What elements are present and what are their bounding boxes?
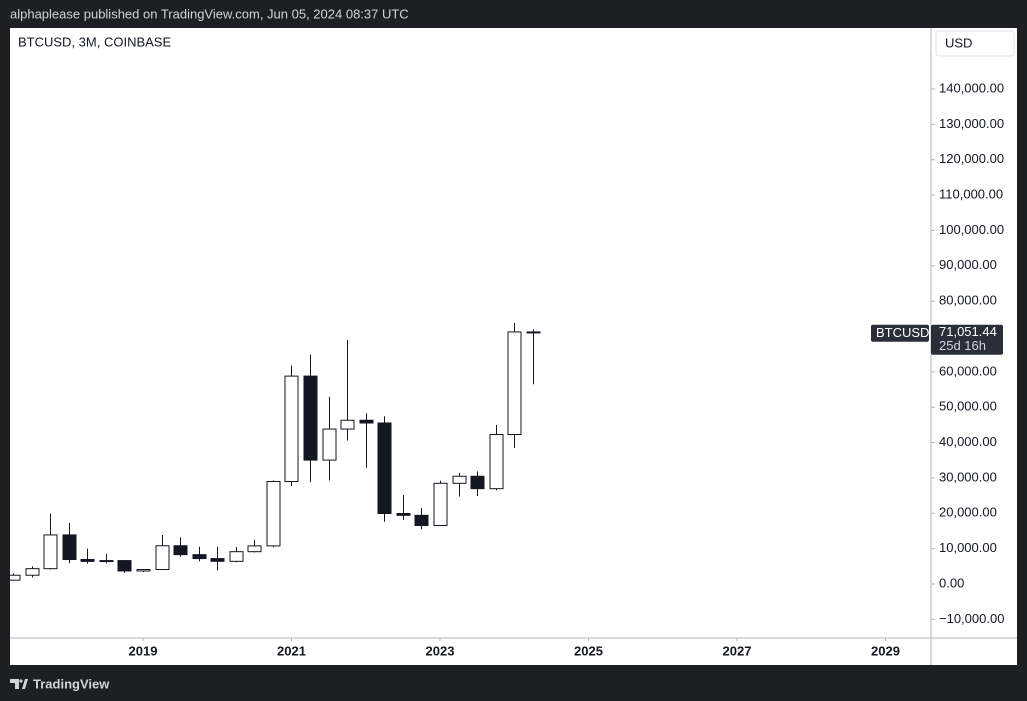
price-tag-countdown: 25d 16h: [939, 338, 986, 353]
currency-label: USD: [945, 35, 972, 50]
x-tick-label: 2021: [277, 643, 306, 658]
candle-body: [396, 512, 411, 516]
candle-body: [155, 545, 170, 571]
x-tick-label: 2027: [723, 643, 752, 658]
candle-body: [322, 428, 337, 461]
y-tick-label: 80,000.00: [939, 293, 997, 308]
candle-body: [117, 560, 132, 572]
candle-body: [62, 534, 77, 560]
candle-body: [10, 574, 21, 581]
x-tick-label: 2023: [426, 643, 455, 658]
y-tick-label: 110,000.00: [939, 187, 1003, 202]
candle-body: [284, 375, 299, 482]
candle-body: [229, 551, 244, 562]
y-tick-label: 20,000.00: [939, 505, 997, 520]
x-tick-label: 2019: [129, 643, 158, 658]
y-tick-label: 100,000.00: [939, 222, 1004, 237]
y-tick-label: 40,000.00: [939, 434, 997, 449]
y-tick-label: 10,000.00: [939, 540, 997, 555]
candle-body: [43, 534, 58, 570]
candle-body: [359, 419, 374, 424]
chart-title: BTCUSD, 3M, COINBASE: [18, 34, 171, 49]
footer-brand: TradingView: [33, 676, 110, 691]
symbol-tag: [871, 324, 929, 342]
candle-body: [25, 568, 40, 576]
price-tag-value: 71,051.44: [939, 324, 997, 339]
y-tick-label: 0.00: [939, 575, 964, 590]
candle-body: [414, 514, 429, 526]
x-tick-label: 2029: [871, 643, 900, 658]
candle-body: [489, 434, 504, 490]
candle-body: [80, 558, 95, 562]
candle-body: [136, 569, 151, 572]
header-text: alphaplease published on TradingView.com…: [10, 6, 409, 21]
y-tick-label: 60,000.00: [939, 363, 997, 378]
candle-body: [192, 554, 207, 560]
candle-body: [507, 331, 522, 436]
candle-body: [340, 419, 355, 430]
y-tick-label: 30,000.00: [939, 469, 997, 484]
y-tick-label: 50,000.00: [939, 399, 997, 414]
candle-body: [99, 560, 114, 563]
symbol-tag-label: BTCUSD: [876, 325, 929, 340]
candle-body: [266, 480, 281, 547]
candle-body: [452, 475, 467, 484]
y-tick-label: 120,000.00: [939, 151, 1004, 166]
price-tag: [931, 324, 1003, 355]
candle-body: [303, 375, 318, 461]
candle-body: [173, 545, 188, 556]
candle-body: [247, 545, 262, 553]
y-tick-label: 140,000.00: [939, 80, 1004, 95]
candle-body: [433, 482, 448, 526]
y-tick-label: 90,000.00: [939, 257, 997, 272]
candle-body: [210, 558, 225, 562]
x-tick-label: 2025: [574, 643, 603, 658]
plot-area: [10, 322, 541, 581]
candle-body: [377, 422, 392, 514]
currency-button[interactable]: [935, 30, 1015, 57]
candle-body: [470, 475, 485, 490]
candle-body: [526, 331, 541, 334]
footer-logo: [10, 679, 28, 689]
y-tick-label: −10,000.00: [939, 611, 1004, 626]
y-tick-label: 130,000.00: [939, 116, 1004, 131]
